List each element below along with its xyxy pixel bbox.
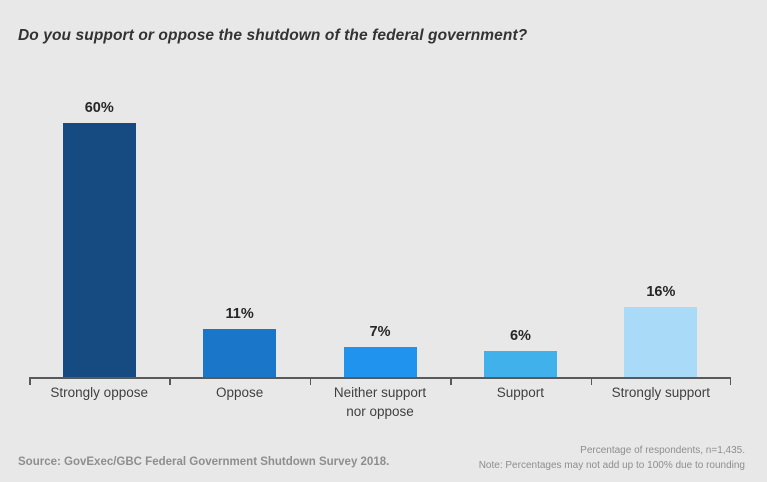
x-axis-tick — [29, 377, 31, 385]
respondents-note: Percentage of respondents, n=1,435. Note… — [479, 443, 745, 473]
bar-column: 6% — [450, 100, 590, 378]
x-axis-tick — [309, 377, 312, 385]
bar-value-label: 60% — [84, 100, 114, 116]
x-axis-line — [29, 377, 731, 379]
bar-value-label: 7% — [369, 323, 391, 340]
bar — [203, 329, 277, 378]
category-label: Strongly oppose — [50, 385, 148, 400]
x-axis-tick — [169, 377, 171, 385]
bar — [483, 351, 557, 378]
category-label: Neither support nor oppose — [333, 385, 427, 419]
category-label: Strongly support — [611, 385, 710, 400]
source-note: Source: GovExec/GBC Federal Government S… — [18, 456, 390, 468]
bar — [62, 123, 136, 378]
chart-title: Do you support or oppose the shutdown of… — [18, 27, 528, 44]
x-axis-tick — [590, 377, 593, 385]
bar — [624, 307, 698, 378]
bar-column: 60% — [29, 100, 169, 378]
bar-value-label: 11% — [225, 306, 254, 323]
bar-value-label: 6% — [509, 328, 531, 345]
respondents-note-line1: Percentage of respondents, n=1,435. — [580, 445, 745, 456]
bar-column: 16% — [591, 100, 731, 378]
category-label-row: Strongly oppose Oppose Neither support nor… — [29, 384, 731, 422]
bar — [343, 346, 417, 378]
respondents-note-line2: Note: Percentages may not add up to 100%… — [478, 460, 745, 471]
bar-value-label: 16% — [646, 284, 676, 301]
category-label: Oppose — [215, 385, 264, 400]
x-axis-tick — [729, 377, 731, 385]
x-axis-tick — [450, 377, 452, 385]
category-label: Support — [496, 385, 545, 400]
bar-column: 11% — [169, 100, 309, 378]
plot-area: 60% 11% 7% 6% 16% — [29, 100, 731, 378]
bar-column: 7% — [310, 100, 450, 378]
